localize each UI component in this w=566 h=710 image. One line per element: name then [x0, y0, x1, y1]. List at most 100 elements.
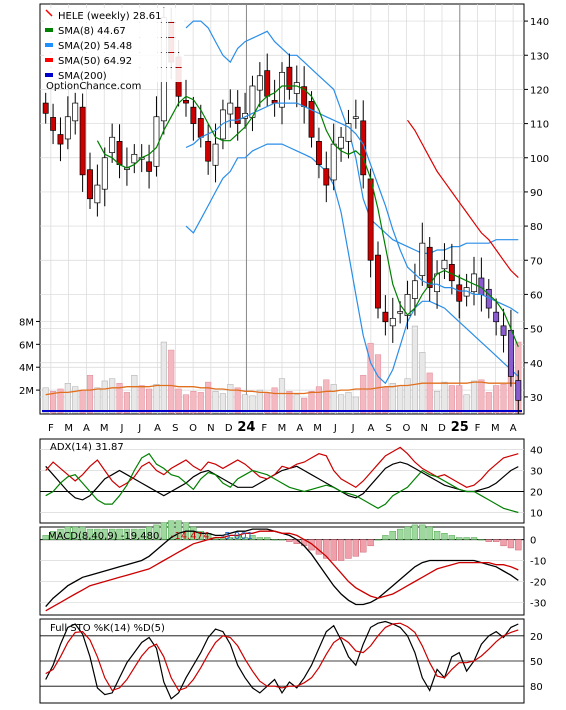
price-candle — [389, 317, 396, 327]
price-candle — [72, 102, 79, 122]
macd-histogram-bar — [493, 539, 500, 542]
price-candle — [411, 280, 418, 299]
macd-histogram-bar — [500, 539, 507, 547]
price-candle — [190, 106, 197, 124]
price-tick-label: 40 — [530, 359, 543, 370]
stochastic-tick-label: 80 — [530, 682, 543, 693]
volume-bar — [249, 395, 256, 414]
price-candle — [146, 161, 153, 172]
macd-histogram-bar — [323, 539, 330, 559]
macd-histogram-bar — [308, 539, 315, 551]
volume-bar — [330, 384, 337, 414]
macd-histogram-bar — [441, 533, 448, 540]
price-candle — [94, 184, 101, 204]
price-candle — [101, 157, 108, 190]
x-tick-label: 25 — [451, 420, 469, 435]
x-tick-label: F — [475, 423, 481, 434]
volume-tick-label: 4M — [19, 363, 34, 374]
stochastic-tick-label: 50 — [530, 657, 543, 668]
macd-panel-frame — [39, 526, 525, 616]
macd-lines — [45, 528, 519, 612]
volume-bar — [79, 389, 86, 414]
macd-histogram-bar — [72, 526, 79, 540]
volume-bar — [146, 388, 153, 414]
stochastic-tick-label: 20 — [530, 632, 543, 643]
x-tick-label: M — [64, 423, 73, 434]
price-candle — [131, 153, 138, 164]
macd-histogram-bar — [145, 526, 153, 540]
sma50-line — [407, 119, 519, 279]
volume-bar — [57, 388, 64, 414]
x-tick-label: A — [154, 423, 161, 434]
macd-histogram-bar — [426, 526, 433, 540]
macd-histogram-bar — [153, 524, 160, 540]
legend-label: SMA(20) 54.48 — [58, 41, 132, 52]
volume-bar — [234, 387, 241, 414]
macd-histogram-bar — [382, 535, 389, 540]
volume-bar — [42, 387, 49, 414]
macd-histogram-bar — [249, 535, 256, 540]
moving-averages — [96, 85, 519, 348]
price-candle — [219, 109, 226, 140]
legend-swatch — [45, 28, 53, 32]
macd-label-hist: -5.001 — [221, 531, 253, 542]
price-candle — [79, 106, 86, 176]
x-tick-label: A — [296, 423, 303, 434]
volume-bar — [493, 385, 500, 414]
volume-bar — [64, 382, 71, 414]
volume-bar — [426, 372, 433, 414]
macd-histogram-bar — [397, 528, 404, 540]
volume-bar — [131, 374, 138, 414]
macd-histogram-bar — [57, 528, 64, 540]
x-tick-label: 24 — [237, 420, 255, 435]
macd-tick-label: -20 — [530, 577, 546, 588]
x-tick-label: A — [510, 423, 517, 434]
price-legend: HELE (weekly) 28.61 SMA(8) 44.67 SMA(20) 5… — [44, 8, 184, 82]
price-candle — [109, 136, 116, 153]
macd-histogram-bar — [94, 528, 101, 540]
macd-histogram-bar — [42, 535, 49, 540]
macd-histogram-bar — [515, 539, 522, 551]
lower-band-line — [185, 143, 519, 385]
volume-bar — [397, 385, 404, 414]
macd-histogram-bar — [175, 520, 182, 540]
macd-tick-label: 0 — [530, 536, 536, 547]
macd-histogram-bar — [49, 530, 57, 540]
macd-histogram-bar — [389, 530, 396, 540]
x-tick-label: D — [225, 423, 233, 434]
price-candle — [441, 259, 448, 270]
macd-histogram-bar — [374, 539, 382, 541]
price-candle — [315, 141, 322, 165]
volume-bar — [389, 382, 396, 414]
macd-histogram-bar — [123, 528, 131, 540]
price-candle — [397, 311, 404, 314]
adx-tick-label: 40 — [530, 446, 543, 457]
volume-bar — [153, 384, 160, 414]
macd-histogram-bar — [190, 526, 197, 540]
price-candle — [426, 246, 433, 288]
price-candle — [456, 284, 463, 302]
volume-bar — [360, 374, 367, 414]
macd-histogram-bar — [448, 535, 455, 540]
stochastic-axis: 20 50 80 — [530, 632, 543, 693]
price-candle — [375, 254, 381, 309]
stochastic-d-line — [45, 622, 519, 692]
macd-tick-label: -30 — [530, 598, 546, 609]
price-candle — [264, 70, 271, 97]
volume-bar — [448, 385, 455, 414]
volume-bar — [205, 381, 212, 414]
volume-bar — [434, 391, 441, 414]
volume-bar — [352, 396, 359, 414]
volume-bar — [256, 389, 263, 414]
macd-histogram-bar — [352, 539, 359, 557]
price-candle — [308, 101, 315, 138]
macd-histogram-bar — [131, 528, 138, 540]
volume-tick-label: 2M — [19, 386, 34, 397]
legend-swatch — [45, 43, 53, 47]
legend-label: SMA(200) — [58, 71, 107, 82]
price-tick-label: 110 — [530, 120, 549, 131]
x-tick-label: D — [438, 423, 446, 434]
adx-tick-label: 30 — [530, 467, 543, 478]
price-candle — [153, 116, 160, 167]
adx-axis: 10 20 30 40 — [530, 446, 543, 520]
